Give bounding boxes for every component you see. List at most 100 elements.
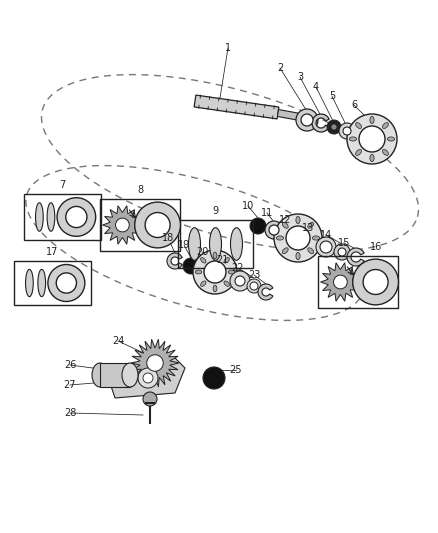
Circle shape [250,218,266,234]
Text: 5: 5 [329,91,335,101]
Ellipse shape [224,257,230,263]
Ellipse shape [382,123,389,128]
Circle shape [269,225,279,235]
Ellipse shape [92,363,108,387]
Ellipse shape [230,228,243,260]
Circle shape [193,250,237,294]
Ellipse shape [38,269,46,297]
Ellipse shape [213,252,217,259]
Circle shape [145,213,170,238]
Text: 28: 28 [64,408,76,418]
Circle shape [359,126,385,152]
Text: 4: 4 [313,82,319,92]
Ellipse shape [283,248,288,254]
Circle shape [363,270,388,294]
Circle shape [147,355,163,372]
Text: 23: 23 [248,270,260,280]
Polygon shape [131,339,179,387]
Text: 14: 14 [320,230,332,240]
Circle shape [343,127,351,135]
Ellipse shape [201,257,206,263]
Circle shape [203,367,225,389]
Text: 17: 17 [46,247,59,257]
Text: 3: 3 [297,72,303,82]
Ellipse shape [276,236,283,240]
Ellipse shape [350,137,357,141]
Bar [24,194,101,240]
Ellipse shape [312,236,320,240]
Circle shape [56,273,77,293]
Circle shape [334,244,350,260]
Ellipse shape [308,248,314,254]
Text: 12: 12 [279,215,291,225]
Circle shape [116,218,129,232]
Circle shape [320,241,332,253]
Circle shape [339,123,355,139]
Text: 20: 20 [196,247,208,257]
Text: 6: 6 [351,100,357,110]
Ellipse shape [47,203,55,231]
Bar [318,256,398,308]
Text: 21: 21 [216,255,228,265]
Polygon shape [167,253,182,269]
Ellipse shape [224,281,230,286]
Text: 27: 27 [64,380,76,390]
Ellipse shape [382,149,389,156]
Circle shape [48,264,85,302]
Ellipse shape [122,363,138,387]
Circle shape [347,114,397,164]
Circle shape [301,114,313,126]
Text: 8: 8 [137,185,143,195]
Ellipse shape [25,269,33,297]
Ellipse shape [356,149,361,156]
Polygon shape [102,206,142,244]
Text: 24: 24 [112,336,124,346]
Circle shape [250,282,258,290]
Ellipse shape [308,222,314,228]
Text: 2: 2 [277,63,283,73]
Text: 26: 26 [64,360,76,370]
Ellipse shape [209,228,222,260]
Circle shape [286,226,310,250]
Ellipse shape [283,222,288,228]
Circle shape [353,259,399,305]
Ellipse shape [228,270,235,274]
Circle shape [296,109,318,131]
Polygon shape [258,284,273,300]
Text: 25: 25 [230,365,242,375]
Bar [14,261,91,305]
Ellipse shape [370,155,374,161]
Text: 1: 1 [225,43,231,53]
Polygon shape [312,114,329,132]
Polygon shape [194,95,279,119]
Circle shape [66,206,87,228]
Ellipse shape [296,216,300,224]
Text: 15: 15 [338,238,350,248]
Circle shape [247,279,261,293]
Text: 16: 16 [370,242,382,252]
Text: 18: 18 [162,233,174,243]
Bar [178,220,253,268]
Ellipse shape [195,270,202,274]
Circle shape [274,214,322,262]
Ellipse shape [35,203,43,231]
Text: 11: 11 [261,208,273,218]
Polygon shape [347,248,364,266]
Circle shape [230,271,250,291]
Ellipse shape [188,228,201,260]
Ellipse shape [387,137,395,141]
Bar [100,363,130,387]
Circle shape [143,373,153,383]
Circle shape [57,198,95,236]
Circle shape [338,248,346,256]
Ellipse shape [213,285,217,292]
Circle shape [333,275,347,289]
Circle shape [204,261,226,283]
Ellipse shape [296,253,300,260]
Circle shape [327,120,341,134]
Polygon shape [278,110,300,120]
Circle shape [143,392,157,406]
Text: 7: 7 [60,180,66,190]
Ellipse shape [201,281,206,286]
Polygon shape [321,263,360,301]
